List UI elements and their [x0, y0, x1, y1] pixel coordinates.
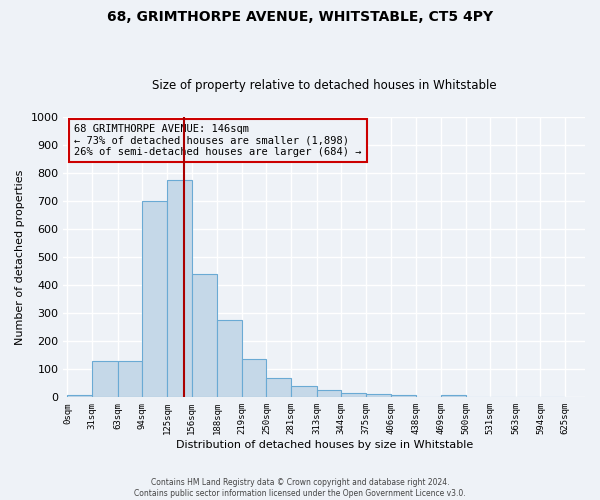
Bar	[317, 390, 341, 398]
Bar	[191, 274, 217, 398]
Text: 68 GRIMTHORPE AVENUE: 146sqm
← 73% of detached houses are smaller (1,898)
26% of: 68 GRIMTHORPE AVENUE: 146sqm ← 73% of de…	[74, 124, 361, 157]
Bar	[217, 320, 242, 398]
Text: 68, GRIMTHORPE AVENUE, WHITSTABLE, CT5 4PY: 68, GRIMTHORPE AVENUE, WHITSTABLE, CT5 4…	[107, 10, 493, 24]
Bar	[67, 395, 92, 398]
Text: Contains HM Land Registry data © Crown copyright and database right 2024.
Contai: Contains HM Land Registry data © Crown c…	[134, 478, 466, 498]
Bar	[242, 360, 266, 398]
Bar	[142, 201, 167, 398]
Bar	[291, 386, 317, 398]
Bar	[366, 394, 391, 398]
Title: Size of property relative to detached houses in Whitstable: Size of property relative to detached ho…	[152, 79, 497, 92]
X-axis label: Distribution of detached houses by size in Whitstable: Distribution of detached houses by size …	[176, 440, 473, 450]
Bar	[118, 362, 142, 398]
Bar	[266, 378, 291, 398]
Bar	[92, 362, 118, 398]
Bar	[391, 395, 416, 398]
Bar	[341, 393, 366, 398]
Bar	[167, 180, 191, 398]
Bar	[441, 394, 466, 398]
Y-axis label: Number of detached properties: Number of detached properties	[15, 170, 25, 344]
